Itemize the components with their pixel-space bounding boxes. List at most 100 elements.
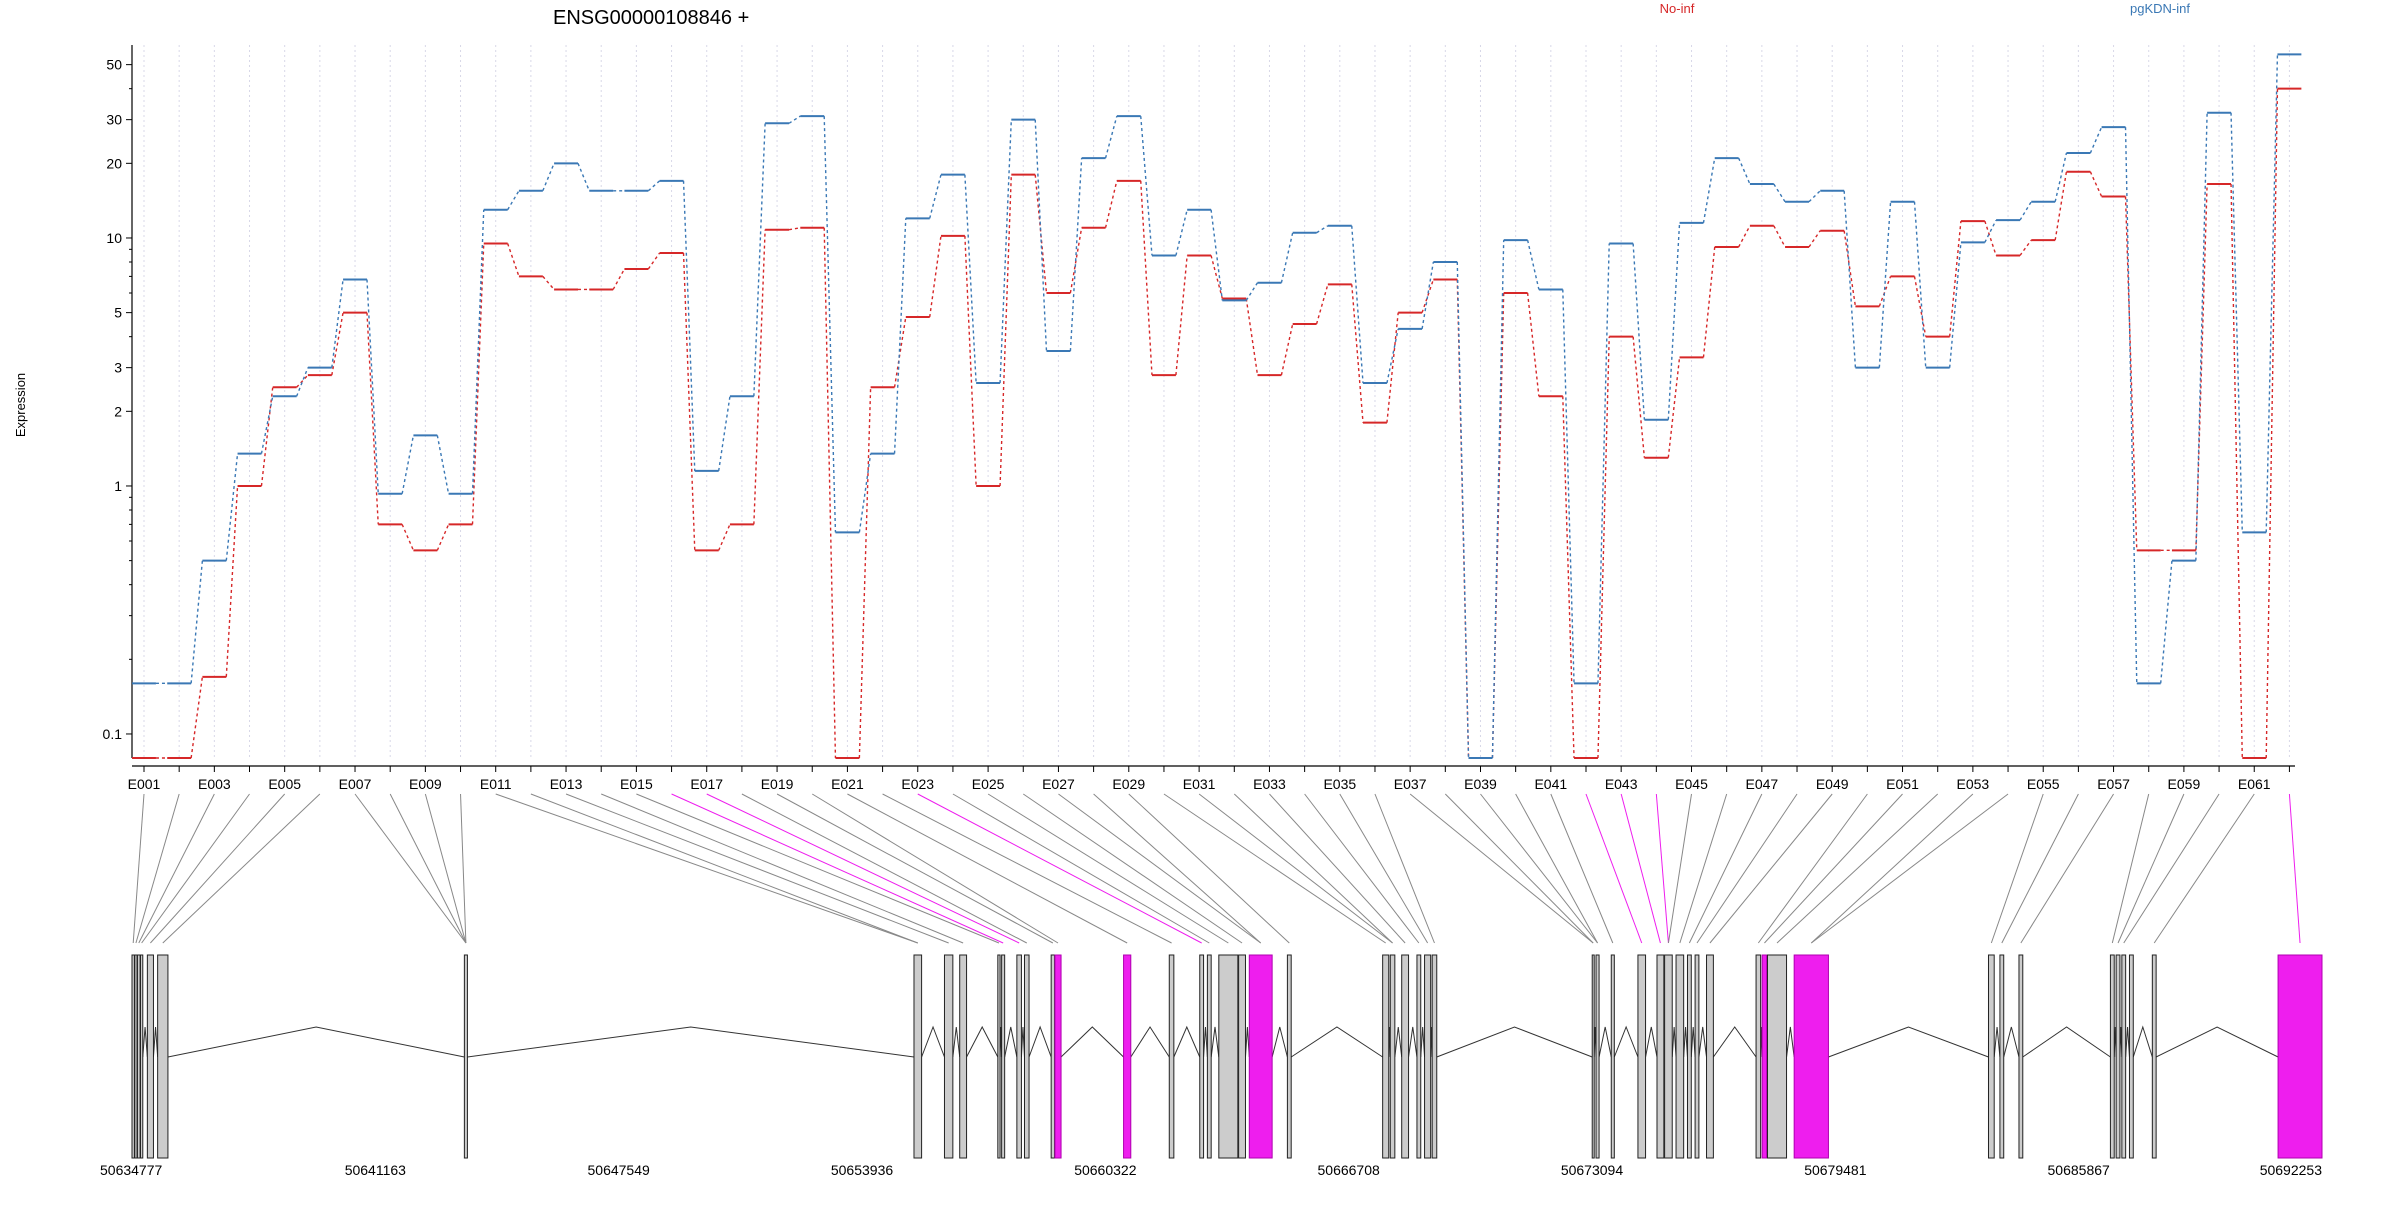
exon-box: [131, 954, 135, 1159]
exon-link: [1515, 793, 1598, 944]
intron-line: [1671, 1026, 1677, 1058]
x-tick-label: E015: [620, 776, 653, 792]
exon-box-highlight: [1761, 954, 1768, 1159]
series-0-connector: [1210, 255, 1224, 299]
series-1-connector: [1104, 115, 1118, 159]
x-tick-label: E005: [268, 776, 301, 792]
series-0-connector: [436, 524, 450, 551]
series-0-connector: [1913, 276, 1927, 337]
series-0-connector: [1175, 255, 1188, 376]
intron-line: [167, 1026, 465, 1058]
exon-box: [1675, 954, 1685, 1159]
series-1-connector: [2054, 152, 2068, 202]
series-1-connector: [1245, 282, 1259, 301]
series-1-connector: [1351, 225, 1364, 384]
exon-link: [138, 793, 215, 944]
intron-line: [952, 1026, 961, 1058]
exon-link: [636, 793, 1000, 944]
intron-line: [152, 1026, 159, 1058]
intron-line: [1613, 1025, 1639, 1058]
intron-line: [467, 1026, 915, 1058]
exon-link: [1696, 793, 1798, 944]
exon-box: [2128, 954, 2134, 1159]
y-tick-label: 0.1: [103, 726, 123, 742]
series-1-connector: [401, 435, 415, 494]
series-0-connector: [1878, 276, 1892, 307]
series-0-connector: [2230, 184, 2243, 759]
series-1-connector: [1948, 242, 1962, 368]
exon-box-highlight: [1123, 954, 1132, 1159]
exon-link: [1233, 793, 1393, 944]
exon-link: [741, 793, 1028, 944]
series-0-connector: [2089, 171, 2103, 197]
series-0-connector: [1562, 396, 1575, 759]
intron-line: [1020, 1026, 1025, 1058]
intron-line: [1828, 1026, 1989, 1058]
exon-box: [134, 954, 138, 1159]
genome-coordinate-label: 50692253: [2260, 1162, 2323, 1178]
exon-link: [1374, 793, 1435, 944]
series-1-connector: [2019, 201, 2032, 221]
exon-link: [1811, 793, 2009, 944]
series-1-connector: [2089, 126, 2103, 154]
exon-link: [1409, 793, 1594, 944]
y-axis-label: Expression: [13, 373, 28, 437]
series-1-connector: [2230, 112, 2243, 533]
exon-box: [913, 954, 923, 1159]
exon-link: [1093, 793, 1262, 944]
exon-box: [157, 954, 169, 1159]
exon-box: [1664, 954, 1673, 1159]
series-1-connector: [964, 174, 977, 384]
series-1-connector: [2159, 560, 2173, 684]
y-tick-label: 5: [114, 305, 122, 321]
series-0-connector: [1421, 279, 1435, 313]
series-1-connector: [190, 560, 204, 684]
series-0-connector: [929, 235, 942, 318]
exon-box: [1999, 954, 2005, 1159]
intron-line: [1436, 1026, 1593, 1058]
x-tick-label: E003: [198, 776, 231, 792]
series-1-connector: [1737, 157, 1751, 185]
x-tick-label: E019: [761, 776, 794, 792]
series-layer: [132, 53, 2302, 759]
series-1-connector: [1878, 201, 1892, 368]
exon-box: [1656, 954, 1665, 1159]
series-0-connector: [1351, 284, 1364, 423]
exon-box: [1199, 954, 1205, 1159]
exon-link: [2117, 793, 2185, 944]
series-1-connector: [507, 190, 520, 211]
exon-box: [1206, 954, 1212, 1159]
exon-box: [1595, 954, 1600, 1159]
series-0-connector: [1948, 221, 1962, 337]
exon-link: [882, 793, 1172, 944]
exon-box: [1416, 954, 1422, 1159]
exon-link: [1810, 793, 1974, 944]
x-tick-label: E027: [1042, 776, 1075, 792]
exon-box: [997, 954, 1001, 1159]
exon-box: [1706, 954, 1714, 1159]
x-tick-label: E033: [1253, 776, 1286, 792]
x-tick-label: E049: [1816, 776, 1849, 792]
exon-link-highlight: [1655, 793, 1669, 944]
exon-link: [1776, 793, 1939, 944]
series-0-connector: [2019, 239, 2032, 256]
series-1-connector: [1808, 190, 1821, 203]
intron-line: [1420, 1026, 1426, 1058]
genome-coordinate-label: 50634777: [100, 1162, 163, 1178]
intron-line: [1290, 1026, 1383, 1058]
series-1-connector: [366, 279, 379, 494]
intron-line: [966, 1025, 999, 1058]
series-0-connector: [1632, 336, 1646, 458]
intron-line: [921, 1025, 945, 1058]
series-1-connector: [1280, 232, 1294, 283]
exon-link-highlight: [2288, 793, 2301, 944]
series-1-connector: [331, 279, 344, 368]
exon-link: [2020, 793, 2114, 944]
exon-link-highlight: [1620, 793, 1661, 944]
series-0-connector: [1702, 246, 1716, 358]
exon-box: [1389, 954, 1396, 1159]
series-0-connector: [225, 485, 239, 677]
exon-link: [1022, 793, 1243, 944]
x-tick-label: E047: [1746, 776, 1779, 792]
series-1-connector: [1984, 219, 1997, 243]
